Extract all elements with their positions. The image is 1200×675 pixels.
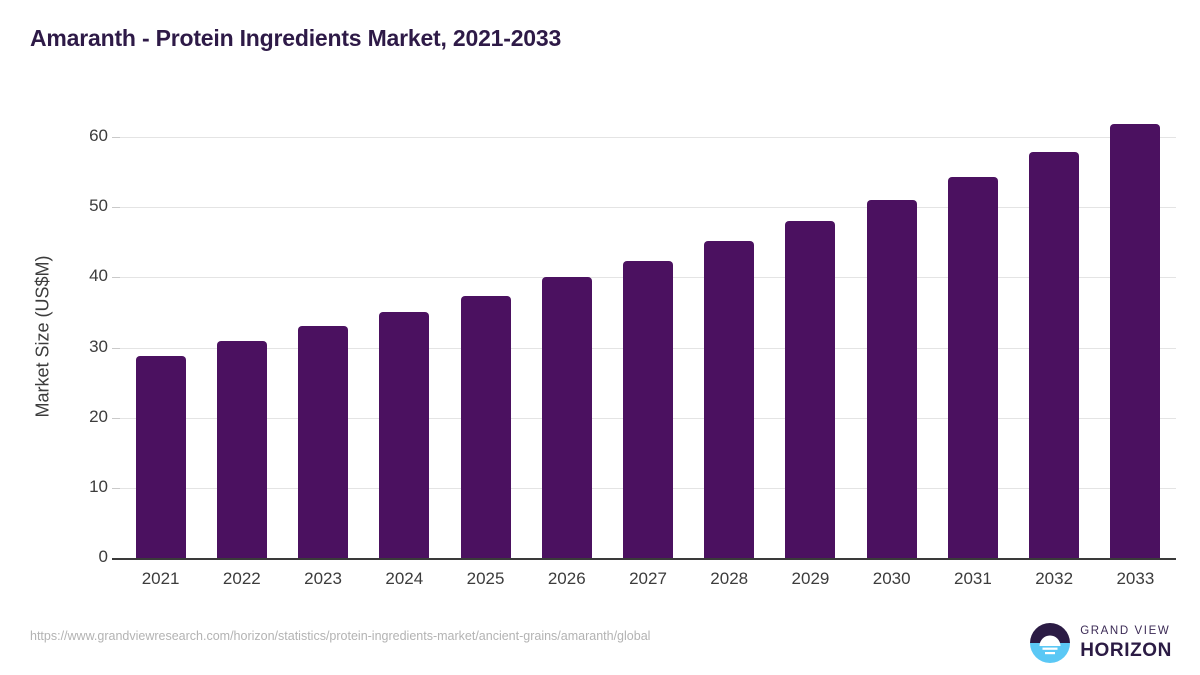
bar[interactable] [1110,123,1161,558]
bar[interactable] [1029,152,1080,558]
x-tick-label: 2033 [1116,569,1155,588]
bar[interactable] [216,340,267,558]
brand-name-bottom: HORIZON [1080,639,1172,661]
x-tick-label: 2024 [385,569,424,588]
x-tick-label: 2032 [1035,569,1074,588]
bar[interactable] [785,220,836,558]
x-axis-line [112,558,1176,560]
x-tick-label: 2028 [710,569,749,588]
y-tick-mark [112,347,120,349]
y-tick-label: 0 [98,547,108,566]
brand-logo: GRAND VIEW HORIZON [1029,622,1172,664]
bar[interactable] [135,355,186,558]
x-tick-label: 2021 [141,569,180,588]
x-tick-label: 2023 [304,569,342,588]
brand-name-top: GRAND VIEW [1080,625,1171,638]
bar[interactable] [541,277,592,558]
y-tick-label: 40 [89,266,108,286]
y-tick-mark [112,417,120,419]
page-title: Amaranth - Protein Ingredients Market, 2… [30,25,562,51]
x-tick-label: 2025 [466,569,505,588]
brand-text: GRAND VIEW HORIZON [1080,626,1172,660]
bar[interactable] [866,200,917,558]
x-tick-label: 2026 [547,569,586,588]
sunrise-circle-icon [1030,623,1071,663]
y-tick-mark [112,207,120,209]
bar[interactable] [947,177,998,558]
grid-line [120,207,1176,209]
x-tick-label: 2022 [222,569,261,588]
y-tick-label: 10 [89,476,108,496]
grid-line [120,137,1176,139]
y-tick-label: 60 [89,126,108,146]
x-tick-label: 2030 [872,569,911,588]
x-tick-label: 2029 [791,569,830,588]
y-tick-mark [112,277,120,279]
bar[interactable] [623,260,673,558]
bar[interactable] [460,295,511,558]
y-tick-label: 50 [89,196,108,216]
x-tick-label: 2031 [954,569,992,588]
y-axis-title: Market Size (US$M) [32,255,53,418]
y-tick-mark [112,137,120,139]
bar[interactable] [704,240,755,558]
y-tick-label: 20 [89,406,108,426]
bar[interactable] [298,326,349,558]
x-tick-label: 2027 [629,569,667,588]
source-url[interactable]: https://www.grandviewresearch.com/horizo… [30,629,651,643]
y-tick-mark [112,487,120,489]
bar[interactable] [379,311,430,558]
y-tick-label: 30 [89,336,108,356]
